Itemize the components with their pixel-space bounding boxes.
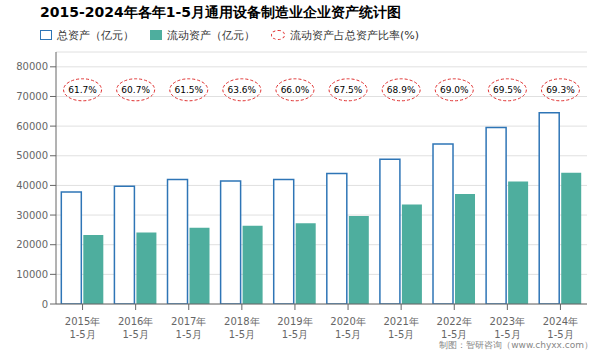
svg-text:10000: 10000 bbox=[16, 269, 48, 280]
html-text:流动资产（亿元）: 流动资产（亿元） bbox=[167, 28, 255, 42]
svg-text:69.5%: 69.5% bbox=[493, 85, 522, 95]
svg-text:2016年1-5月: 2016年1-5月 bbox=[118, 316, 153, 340]
svg-text:60.7%: 60.7% bbox=[121, 85, 150, 95]
svg-text:80000: 80000 bbox=[16, 61, 48, 72]
svg-text:61.5%: 61.5% bbox=[174, 85, 203, 95]
svg-text:69.3%: 69.3% bbox=[546, 85, 575, 95]
svg-text:0: 0 bbox=[42, 299, 48, 310]
svg-text:68.9%: 68.9% bbox=[387, 85, 416, 95]
svg-text:70000: 70000 bbox=[16, 91, 48, 102]
svg-text:2021年1-5月: 2021年1-5月 bbox=[383, 316, 418, 340]
svg-text:69.0%: 69.0% bbox=[440, 85, 469, 95]
svg-text:2019年1-5月: 2019年1-5月 bbox=[277, 316, 312, 340]
svg-text:20000: 20000 bbox=[16, 239, 48, 250]
svg-text:2024年1-5月: 2024年1-5月 bbox=[543, 316, 578, 340]
svg-text:2015年1-5月: 2015年1-5月 bbox=[65, 316, 100, 340]
html-text:流动资产占总资产比率(%): 流动资产占总资产比率(%) bbox=[290, 28, 419, 42]
svg-text:66.0%: 66.0% bbox=[281, 85, 310, 95]
svg-text:2020年1-5月: 2020年1-5月 bbox=[330, 316, 365, 340]
html-text:制图：智研咨询（www.chyxx.com）: 制图：智研咨询（www.chyxx.com） bbox=[439, 340, 593, 350]
svg-text:40000: 40000 bbox=[16, 180, 48, 191]
svg-text:61.7%: 61.7% bbox=[68, 85, 97, 95]
svg-text:60000: 60000 bbox=[16, 121, 48, 132]
svg-text:30000: 30000 bbox=[16, 210, 48, 221]
svg-text:67.5%: 67.5% bbox=[334, 85, 363, 95]
html-text:总资产（亿元）: 总资产（亿元） bbox=[57, 28, 134, 42]
svg-text:63.6%: 63.6% bbox=[228, 85, 257, 95]
svg-text:2017年1-5月: 2017年1-5月 bbox=[171, 316, 206, 340]
svg-text:50000: 50000 bbox=[16, 150, 48, 161]
svg-text:2022年1-5月: 2022年1-5月 bbox=[437, 316, 472, 340]
svg-text:2018年1-5月: 2018年1-5月 bbox=[224, 316, 259, 340]
html-text:2015-2024年各年1-5月通用设备制造业企业资产统计图: 2015-2024年各年1-5月通用设备制造业企业资产统计图 bbox=[40, 4, 401, 20]
svg-text:2023年1-5月: 2023年1-5月 bbox=[490, 316, 525, 340]
